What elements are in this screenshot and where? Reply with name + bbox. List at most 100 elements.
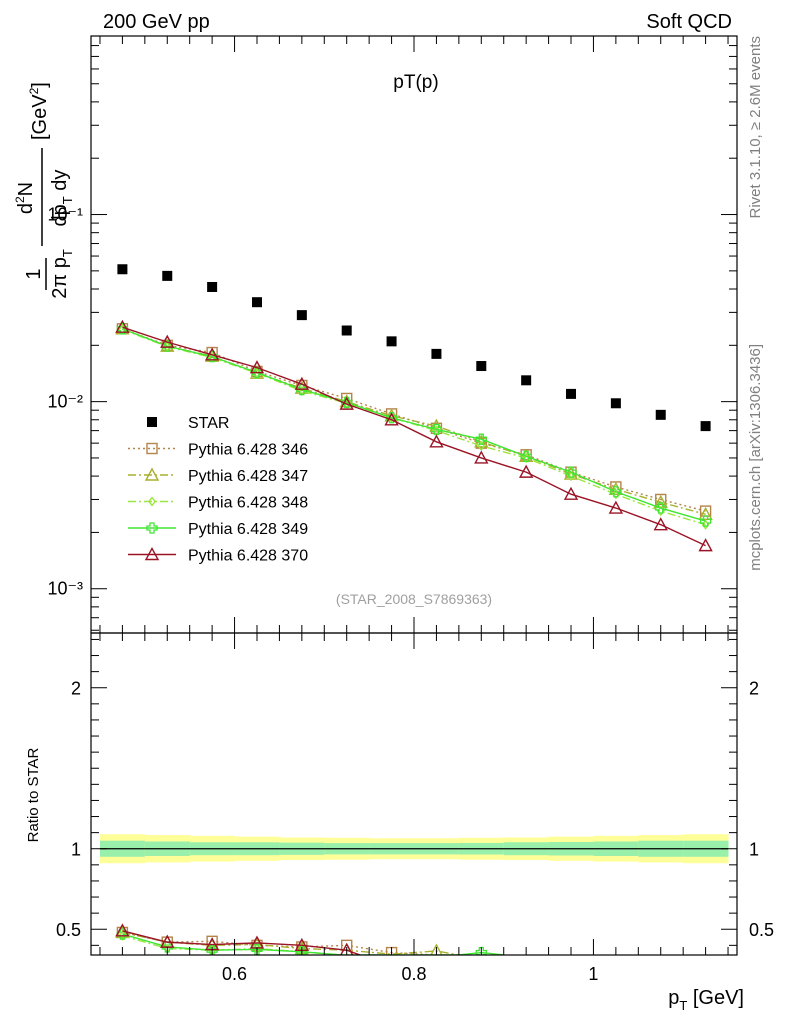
data-point — [431, 348, 442, 359]
ratio-panel: 0.5 0.5 1 1 2 2 0.6 0.8 1 — [56, 632, 774, 984]
data-point — [249, 360, 265, 374]
data-point — [655, 409, 666, 420]
legend-marker — [148, 496, 156, 507]
legend-marker — [147, 417, 157, 427]
data-point — [520, 450, 532, 463]
data-point — [655, 493, 667, 506]
data-point — [698, 506, 713, 520]
data-point — [294, 376, 310, 390]
data-point — [475, 433, 487, 445]
svg-text:d2N: d2N — [13, 182, 37, 214]
ratio-content — [99, 834, 729, 955]
data-point — [386, 336, 397, 347]
svg-text:2π pT: 2π pT — [49, 249, 75, 299]
data-point — [474, 450, 489, 464]
data-point — [339, 396, 354, 410]
svg-text:1: 1 — [23, 268, 45, 279]
header-left: 200 GeV pp — [103, 11, 210, 33]
data-point — [476, 361, 487, 372]
legend-label: Pythia 6.428 370 — [188, 548, 308, 565]
legend-marker — [144, 547, 160, 561]
x-tick-label: 0.6 — [222, 964, 247, 984]
data-point — [296, 379, 308, 392]
legend: STAR Pythia 6.428 346 Pythia 6.428 347 Pyth… — [128, 415, 308, 565]
main-y-axis-title: 1 2π pT d2N dpT dy [GeV2] — [13, 82, 75, 299]
data-point — [429, 418, 444, 432]
data-point — [251, 297, 262, 308]
data-point — [566, 388, 577, 399]
data-point — [117, 264, 128, 275]
data-point — [162, 270, 173, 281]
ratio-y-tick-label-right: 2 — [749, 679, 759, 699]
legend-label: STAR — [188, 415, 229, 432]
ratio-y-tick-label-right: 1 — [749, 840, 759, 860]
data-point — [340, 942, 354, 955]
header-right: Soft QCD — [646, 11, 732, 33]
side-label-bottom: mcplots.cern.ch [arXiv:1306.3436] — [747, 344, 764, 571]
series-line — [122, 326, 706, 547]
data-point — [563, 486, 579, 500]
data-point — [700, 421, 711, 432]
legend-entry: STAR — [147, 415, 229, 432]
data-point — [518, 464, 534, 478]
data-point — [115, 319, 130, 333]
legend-entry: Pythia 6.428 370 — [128, 547, 308, 565]
data-point — [204, 347, 220, 361]
ratio-y-tick-label: 1 — [71, 840, 81, 860]
x-tick-label: 1 — [588, 964, 598, 984]
data-point — [384, 412, 399, 426]
data-point — [608, 500, 624, 514]
legend-entry: Pythia 6.428 349 — [128, 521, 308, 538]
x-axis-title: pT [GeV] — [668, 987, 744, 1013]
data-point — [430, 943, 443, 955]
data-point — [475, 437, 487, 449]
legend-entry: Pythia 6.428 348 — [128, 495, 308, 512]
ratio-series-4 — [115, 923, 361, 955]
svg-text:[GeV2]: [GeV2] — [27, 82, 51, 140]
data-point — [115, 923, 130, 937]
legend-label: Pythia 6.428 346 — [188, 442, 308, 459]
analysis-label: (STAR_2008_S7869363) — [336, 591, 492, 607]
x-tick-label: 0.8 — [401, 964, 426, 984]
data-point — [296, 310, 307, 321]
data-point — [341, 325, 352, 336]
data-point — [655, 502, 667, 514]
data-point — [521, 375, 532, 386]
ratio-frame — [90, 632, 738, 956]
ratio-y-tick-label: 2 — [71, 679, 81, 699]
data-point — [207, 281, 218, 292]
series-line — [122, 933, 504, 955]
series-line — [122, 328, 706, 522]
data-point — [160, 334, 175, 348]
legend-label: Pythia 6.428 347 — [188, 468, 308, 485]
data-point — [699, 515, 712, 527]
data-point — [475, 946, 487, 955]
data-point — [698, 538, 713, 552]
data-point — [565, 466, 577, 478]
ratio-y-tick-label-right: 0.5 — [749, 920, 774, 940]
legend-marker — [146, 522, 158, 534]
legend-entry: Pythia 6.428 347 — [128, 467, 308, 485]
main-y-tick-label: 10⁻¹ — [47, 205, 83, 225]
ratio-y-axis-title: Ratio to STAR — [25, 747, 42, 842]
data-point — [608, 481, 624, 495]
main-series-0 — [117, 264, 711, 432]
data-point — [610, 486, 622, 498]
main-y-tick-label: 10⁻³ — [47, 579, 83, 599]
main-panel: 10⁻³ 10⁻² 10⁻¹ — [47, 35, 738, 634]
legend-label: Pythia 6.428 348 — [188, 495, 308, 512]
data-point — [430, 423, 443, 436]
main-y-tick-label: 10⁻² — [47, 392, 83, 412]
data-point — [116, 323, 129, 335]
data-point — [653, 517, 668, 531]
side-label-top: Rivet 3.1.10, ≥ 2.6M events — [747, 36, 764, 219]
main-series-5 — [115, 319, 713, 552]
legend-label: Pythia 6.428 349 — [188, 521, 308, 538]
legend-entry: Pythia 6.428 346 — [128, 442, 308, 459]
legend-marker — [144, 467, 160, 481]
data-point — [429, 434, 444, 448]
data-point — [385, 412, 398, 424]
data-point — [610, 398, 621, 409]
ratio-y-tick-label: 0.5 — [56, 920, 81, 940]
